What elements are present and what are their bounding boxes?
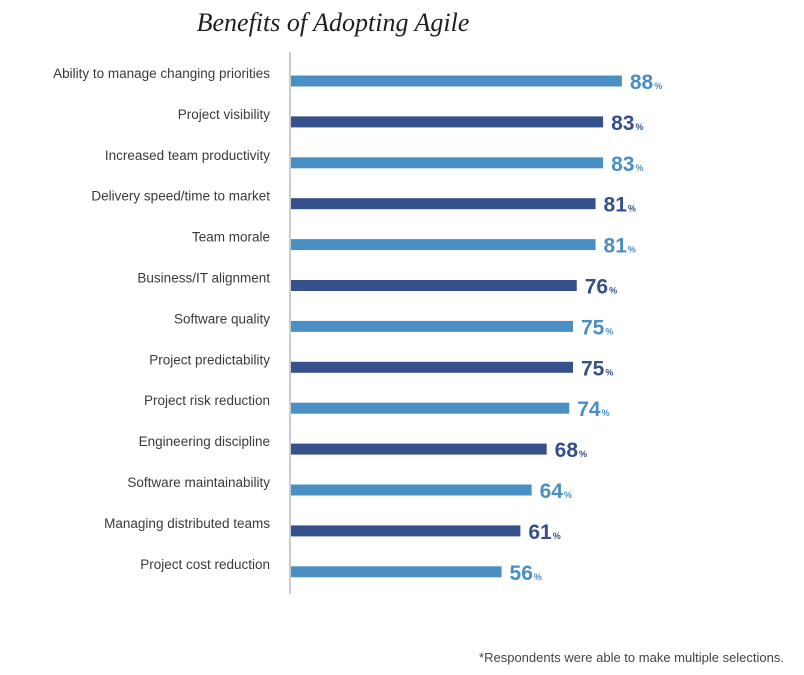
bar (291, 402, 570, 414)
value-label: 76% (585, 276, 617, 299)
chart-title: Benefits of Adopting Agile (196, 8, 470, 37)
value-label: 75% (581, 357, 613, 380)
footnote: *Respondents were able to make multiple … (479, 650, 784, 665)
bar (291, 116, 604, 128)
value-label: 88% (630, 71, 662, 94)
category-label: Engineering discipline (139, 434, 270, 449)
category-label: Business/IT alignment (137, 271, 270, 286)
value-label: 83% (611, 112, 643, 135)
value-label: 68% (555, 439, 587, 462)
bar (291, 239, 596, 251)
category-label: Team morale (192, 230, 270, 245)
bar (291, 320, 573, 332)
value-label: 56% (510, 562, 542, 585)
category-label: Project cost reduction (140, 557, 270, 572)
category-label: Software quality (174, 311, 270, 326)
category-label: Project predictability (149, 352, 270, 367)
value-label: 74% (577, 398, 609, 421)
bar (291, 198, 596, 210)
category-label: Project visibility (178, 107, 271, 122)
category-label: Software maintainability (127, 475, 270, 490)
bar (291, 443, 547, 455)
value-label: 61% (528, 521, 560, 544)
value-label: 83% (611, 153, 643, 176)
value-label: 81% (604, 194, 636, 217)
bar (291, 75, 622, 87)
category-label: Ability to manage changing priorities (53, 66, 270, 81)
bar (291, 525, 521, 537)
category-label: Managing distributed teams (104, 516, 270, 531)
value-label: 75% (581, 316, 613, 339)
bar (291, 566, 502, 578)
bar (291, 484, 532, 496)
category-label: Delivery speed/time to market (91, 189, 270, 204)
value-label: 81% (604, 235, 636, 258)
bar-chart: Ability to manage changing priorities 88%… (53, 52, 662, 594)
bar (291, 361, 573, 373)
category-label: Project risk reduction (144, 393, 270, 408)
bar (291, 157, 604, 169)
category-label: Increased team productivity (105, 148, 270, 163)
value-label: 64% (540, 480, 572, 503)
bar (291, 280, 577, 291)
